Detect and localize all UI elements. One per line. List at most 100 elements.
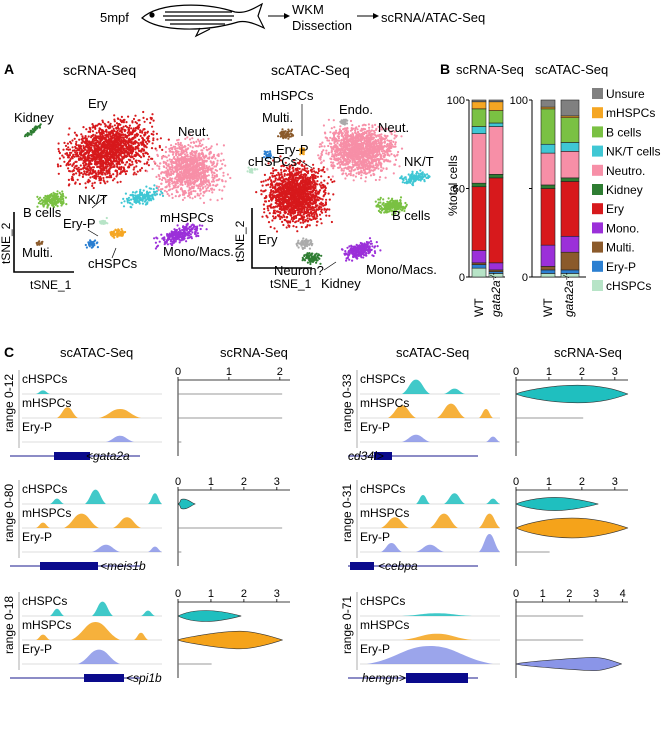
- rna-label-mhspcs: mHSPCs: [160, 210, 214, 225]
- rna-label-chspcs: cHSPCs: [88, 256, 138, 271]
- violin-tick-label: 0: [513, 366, 519, 378]
- cluster-ery: [57, 111, 170, 189]
- violin-tick-label: 3: [274, 476, 280, 488]
- legend-label: Unsure: [606, 87, 645, 101]
- bar-segment-rna-wt-ery: [472, 187, 486, 251]
- gene-model: [406, 673, 468, 683]
- range-label: range 0-80: [2, 484, 16, 542]
- bar-rna-title: scRNA-Seq: [456, 62, 524, 77]
- bar-segment-rna-gata2a-neutro: [489, 127, 503, 175]
- legend-label: Mono.: [606, 221, 639, 235]
- cell-type-label: cHSPCs: [22, 372, 67, 386]
- violin-tick-label: 3: [612, 366, 618, 378]
- violin-tick-label: 1: [208, 588, 214, 600]
- cell-type-label: cHSPCs: [360, 594, 405, 608]
- step1-line2: Dissection: [292, 18, 352, 33]
- atac-label-kidney: Kidney: [321, 276, 361, 291]
- rna-label-neut: Neut.: [178, 124, 209, 139]
- legend-swatch: [592, 280, 603, 291]
- gene-label: <meis1b: [100, 559, 146, 573]
- genotype-label: WT: [541, 298, 555, 317]
- violin-tick-label: 2: [277, 366, 283, 378]
- rna-label-eryp: Ery-P: [63, 216, 96, 231]
- y-tick-label: 100: [447, 95, 465, 107]
- atac-track-ery-p: [22, 436, 162, 442]
- panel-c-label: C: [4, 344, 14, 360]
- bar-segment-atac-wt-nktcells: [541, 144, 555, 153]
- cell-type-label: mHSPCs: [360, 506, 409, 520]
- rna-label-multi: Multi.: [22, 245, 53, 260]
- violin-chspcs: [178, 611, 241, 622]
- gene-label: cd34l>: [348, 449, 384, 463]
- legend-label: cHSPCs: [606, 279, 651, 293]
- rna-label-bcells: B cells: [23, 205, 62, 220]
- range-label: range 0-71: [340, 596, 354, 654]
- bar-segment-rna-wt-bcells: [472, 109, 486, 127]
- bar-segment-rna-wt-eryp: [472, 265, 486, 269]
- cell-type-label: cHSPCs: [360, 482, 405, 496]
- violin-tick-label: 2: [241, 476, 247, 488]
- bar-segment-atac-wt-chspcs: [541, 273, 555, 277]
- y-tick-label: 50: [453, 184, 465, 196]
- y-tick-label: 0: [459, 272, 465, 284]
- bar-segment-atac-wt-eryp: [541, 270, 555, 274]
- bar-segment-rna-wt-chspcs: [472, 268, 486, 277]
- atac-label-multi: Multi.: [262, 110, 293, 125]
- violin-tick-label: 2: [579, 366, 585, 378]
- tsne-rna-axis-x: tSNE_1: [30, 278, 72, 292]
- cluster-endo: [339, 119, 348, 126]
- step2-label: scRNA/ATAC-Seq: [381, 10, 485, 25]
- bar-segment-rna-wt-nktcells: [472, 127, 486, 134]
- bar-segment-atac-wt-unsure: [541, 100, 555, 107]
- atac-label-bcells: B cells: [392, 208, 431, 223]
- bar-atac-title: scATAC-Seq: [535, 62, 608, 77]
- atac-label-neuron: Neuron?: [274, 263, 324, 278]
- atac-label-chspcs: cHSPCs: [248, 154, 298, 169]
- cluster-nkt: [399, 170, 431, 187]
- bar-segment-rna-wt-kidney: [472, 183, 486, 187]
- violin-chspcs: [178, 499, 195, 509]
- violin-tick-label: 3: [274, 588, 280, 600]
- atac-label-mhspcs: mHSPCs: [260, 88, 314, 103]
- cluster-mhspcs: [109, 228, 126, 239]
- cell-type-label: mHSPCs: [22, 618, 71, 632]
- range-label: range 0-18: [2, 596, 16, 654]
- violin-tick-label: 1: [546, 366, 552, 378]
- atac-track-ery-p: [360, 435, 500, 442]
- atac-label-endo: Endo.: [339, 102, 373, 117]
- atac-label-neut: Neut.: [378, 120, 409, 135]
- legend-swatch: [592, 88, 603, 99]
- cluster-kidney: [24, 123, 42, 137]
- bar-segment-atac-gata2a-mono: [561, 236, 579, 252]
- tsne-atac-title: scATAC-Seq: [271, 62, 350, 78]
- violin-tick-label: 2: [566, 588, 572, 600]
- bar-segment-atac-wt-ery: [541, 189, 555, 246]
- bar-segment-rna-wt-mono: [472, 250, 486, 262]
- cluster-mono: [341, 237, 382, 262]
- atac-label-nkt: NK/T: [404, 154, 434, 169]
- gene-model: [54, 452, 90, 460]
- cluster-eryp: [85, 239, 99, 249]
- bar-segment-atac-gata2a-nktcells: [561, 142, 579, 151]
- gene-label: <cebpa: [378, 559, 418, 573]
- bar-segment-atac-wt-mono: [541, 245, 555, 266]
- zebrafish-icon: [142, 4, 264, 36]
- genotype-label: WT: [472, 298, 486, 317]
- gene-model: [84, 674, 124, 682]
- rna-label-nkt: NK/T: [78, 192, 108, 207]
- violin-tick-label: 0: [513, 476, 519, 488]
- legend-label: Neutro.: [606, 164, 645, 178]
- violin-mhspcs: [516, 518, 628, 538]
- legend-swatch: [592, 242, 603, 253]
- bar-segment-atac-gata2a-unsure: [561, 100, 579, 116]
- violin-tick-label: 0: [513, 588, 519, 600]
- bar-segment-atac-gata2a-kidney: [561, 178, 579, 182]
- gene-model: [40, 562, 98, 570]
- rna-label-ery: Ery: [88, 96, 108, 111]
- violin-tick-label: 1: [546, 476, 552, 488]
- bar-segment-rna-gata2a-mono: [489, 263, 503, 270]
